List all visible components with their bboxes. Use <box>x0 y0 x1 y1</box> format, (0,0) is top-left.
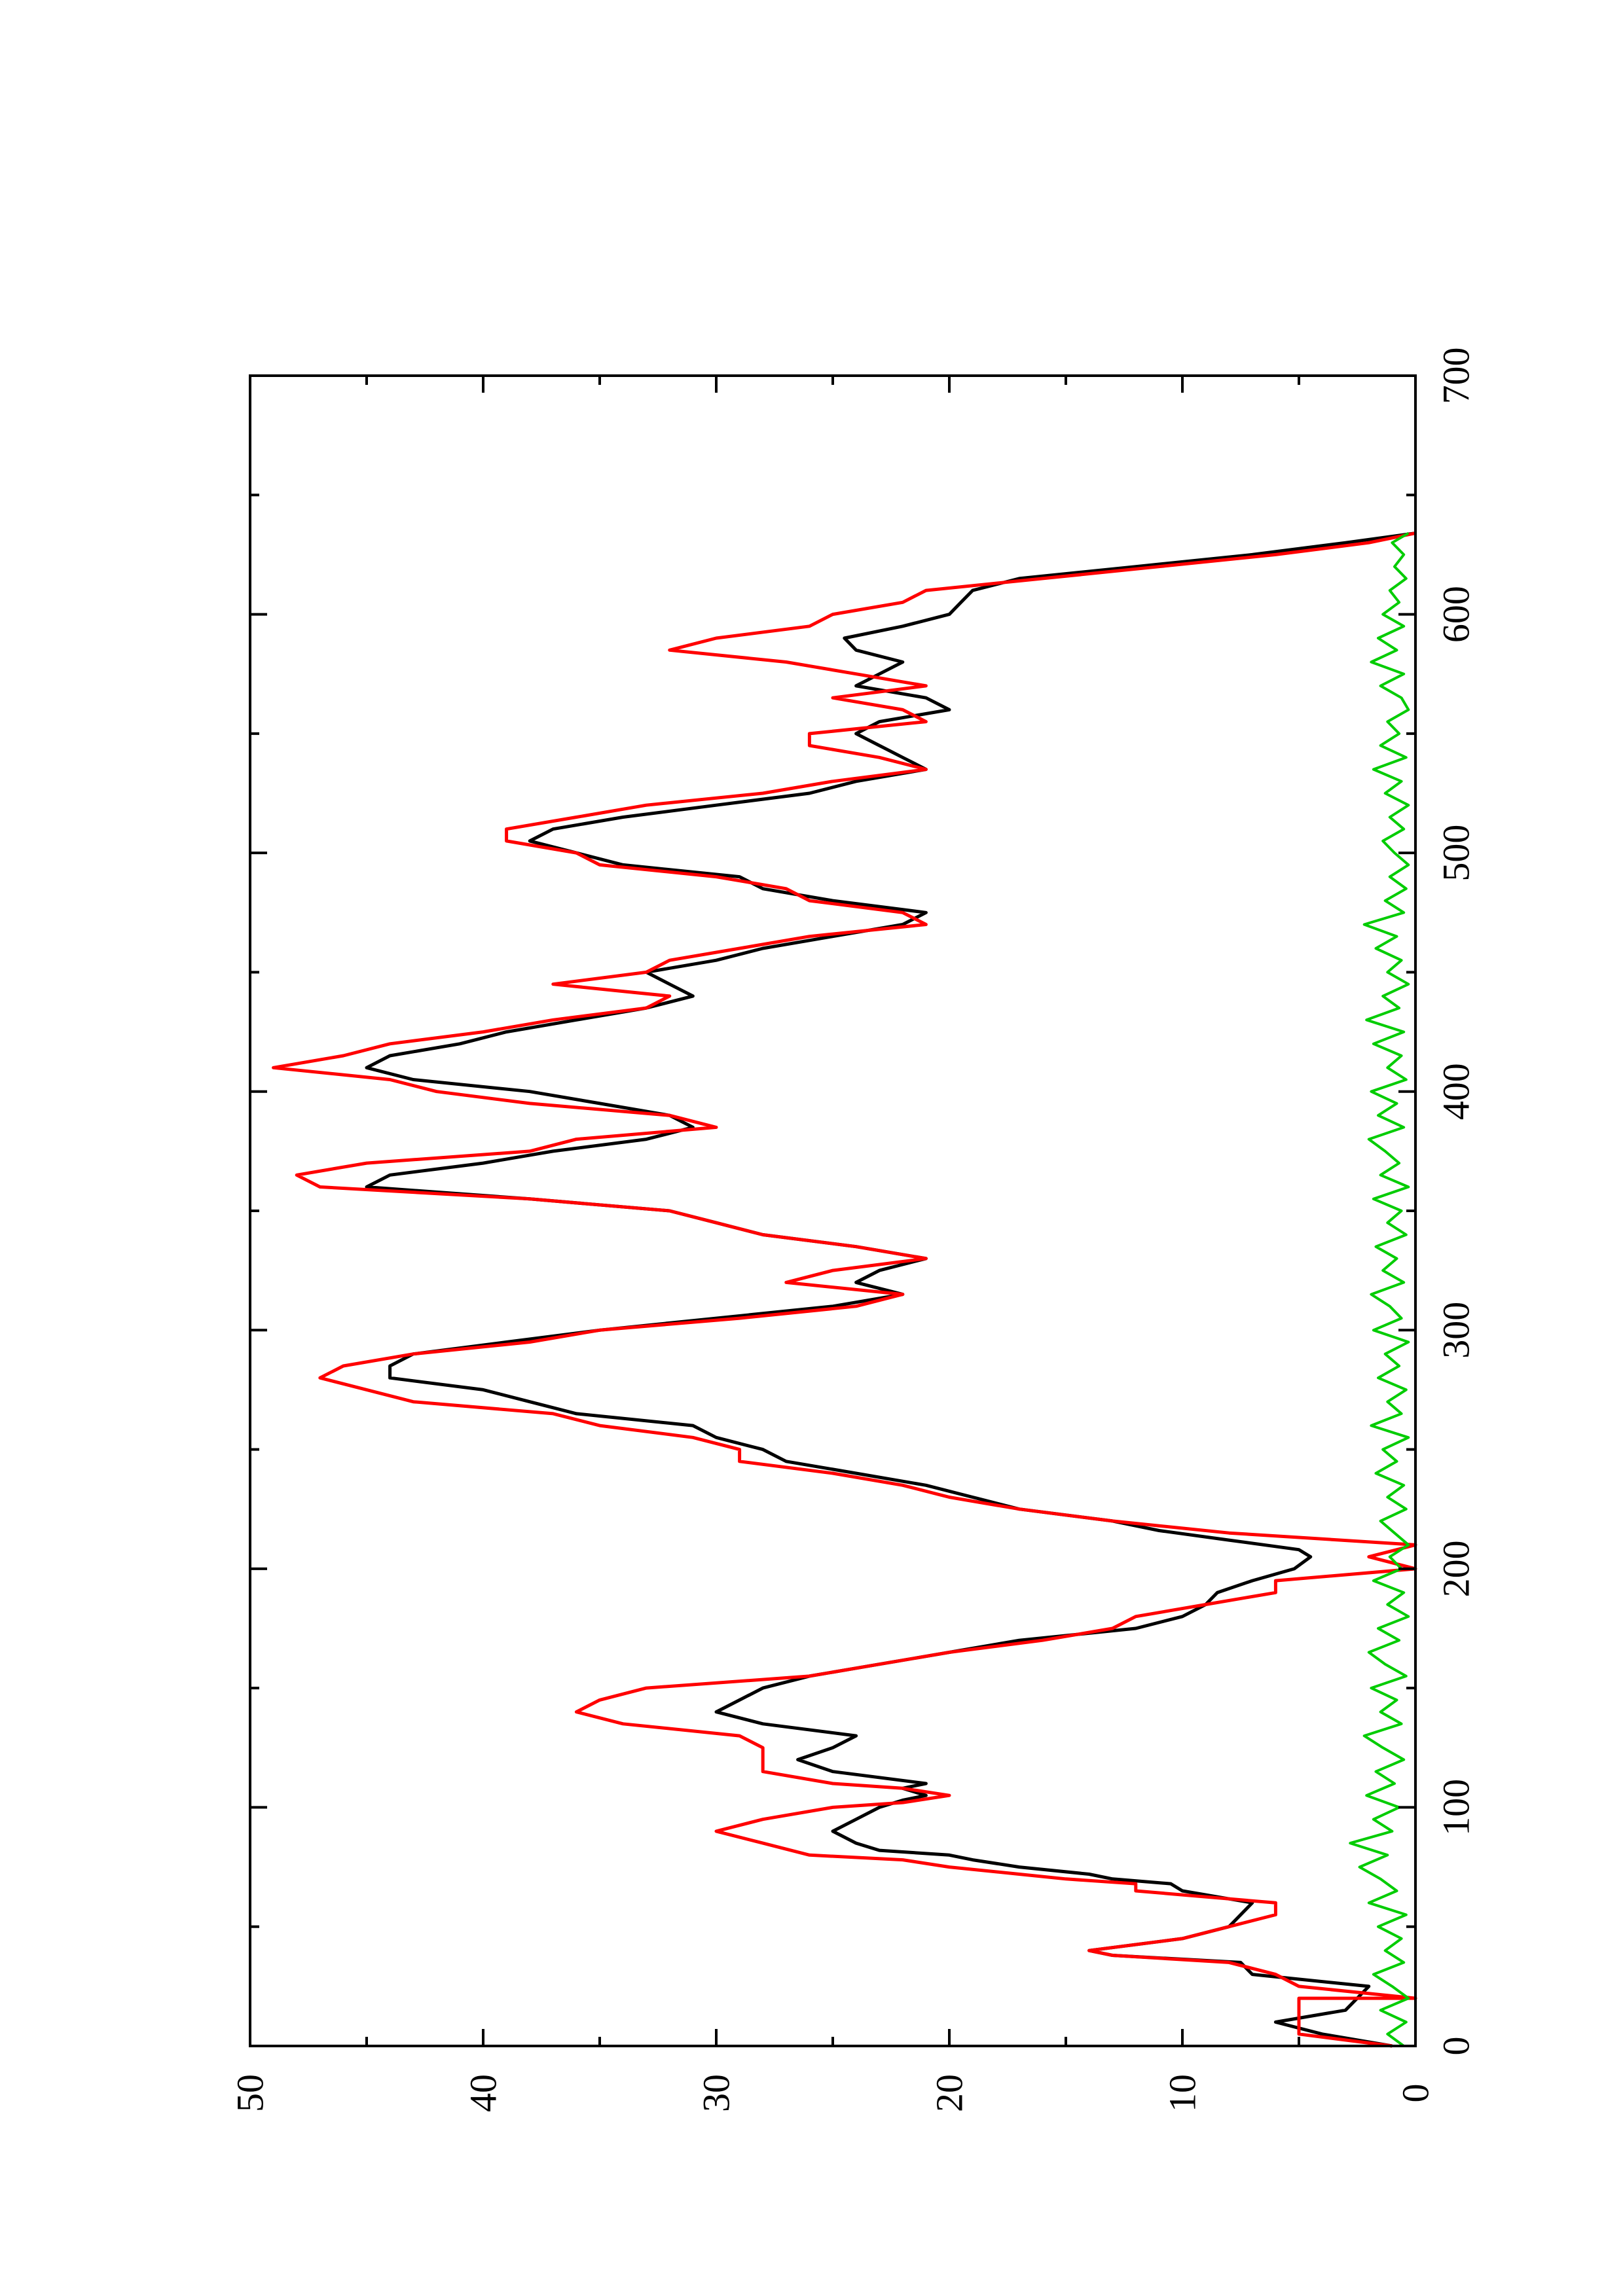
series-layer <box>272 531 1417 2048</box>
y-tick-label: 40 <box>462 2074 505 2112</box>
series-line-1 <box>272 531 1417 2048</box>
y-tick-label: 30 <box>695 2074 738 2112</box>
plot-frame <box>249 374 1417 2047</box>
x-tick-label: 200 <box>1435 1540 1478 1597</box>
y-tick-label: 20 <box>928 2074 971 2112</box>
x-tick-label: 400 <box>1435 1063 1478 1120</box>
y-tick-label: 10 <box>1161 2074 1204 2112</box>
y-tick-label: 50 <box>229 2074 272 2112</box>
x-tick-label: 600 <box>1435 586 1478 643</box>
tick-layer <box>249 374 1417 2047</box>
tick-label-layer: 0 100 200 300 400 500 600 700 0 10 20 30 40 50 <box>229 348 1478 2113</box>
x-tick-label: 700 <box>1435 348 1478 404</box>
x-tick-label: 100 <box>1435 1779 1478 1836</box>
y-tick-label: 0 <box>1395 2084 1437 2103</box>
x-tick-label: 300 <box>1435 1302 1478 1359</box>
series-line-2 <box>1349 531 1410 2047</box>
x-tick-label: 500 <box>1435 825 1478 882</box>
x-tick-label: 0 <box>1435 2037 1478 2056</box>
series-line-0 <box>365 531 1416 2048</box>
